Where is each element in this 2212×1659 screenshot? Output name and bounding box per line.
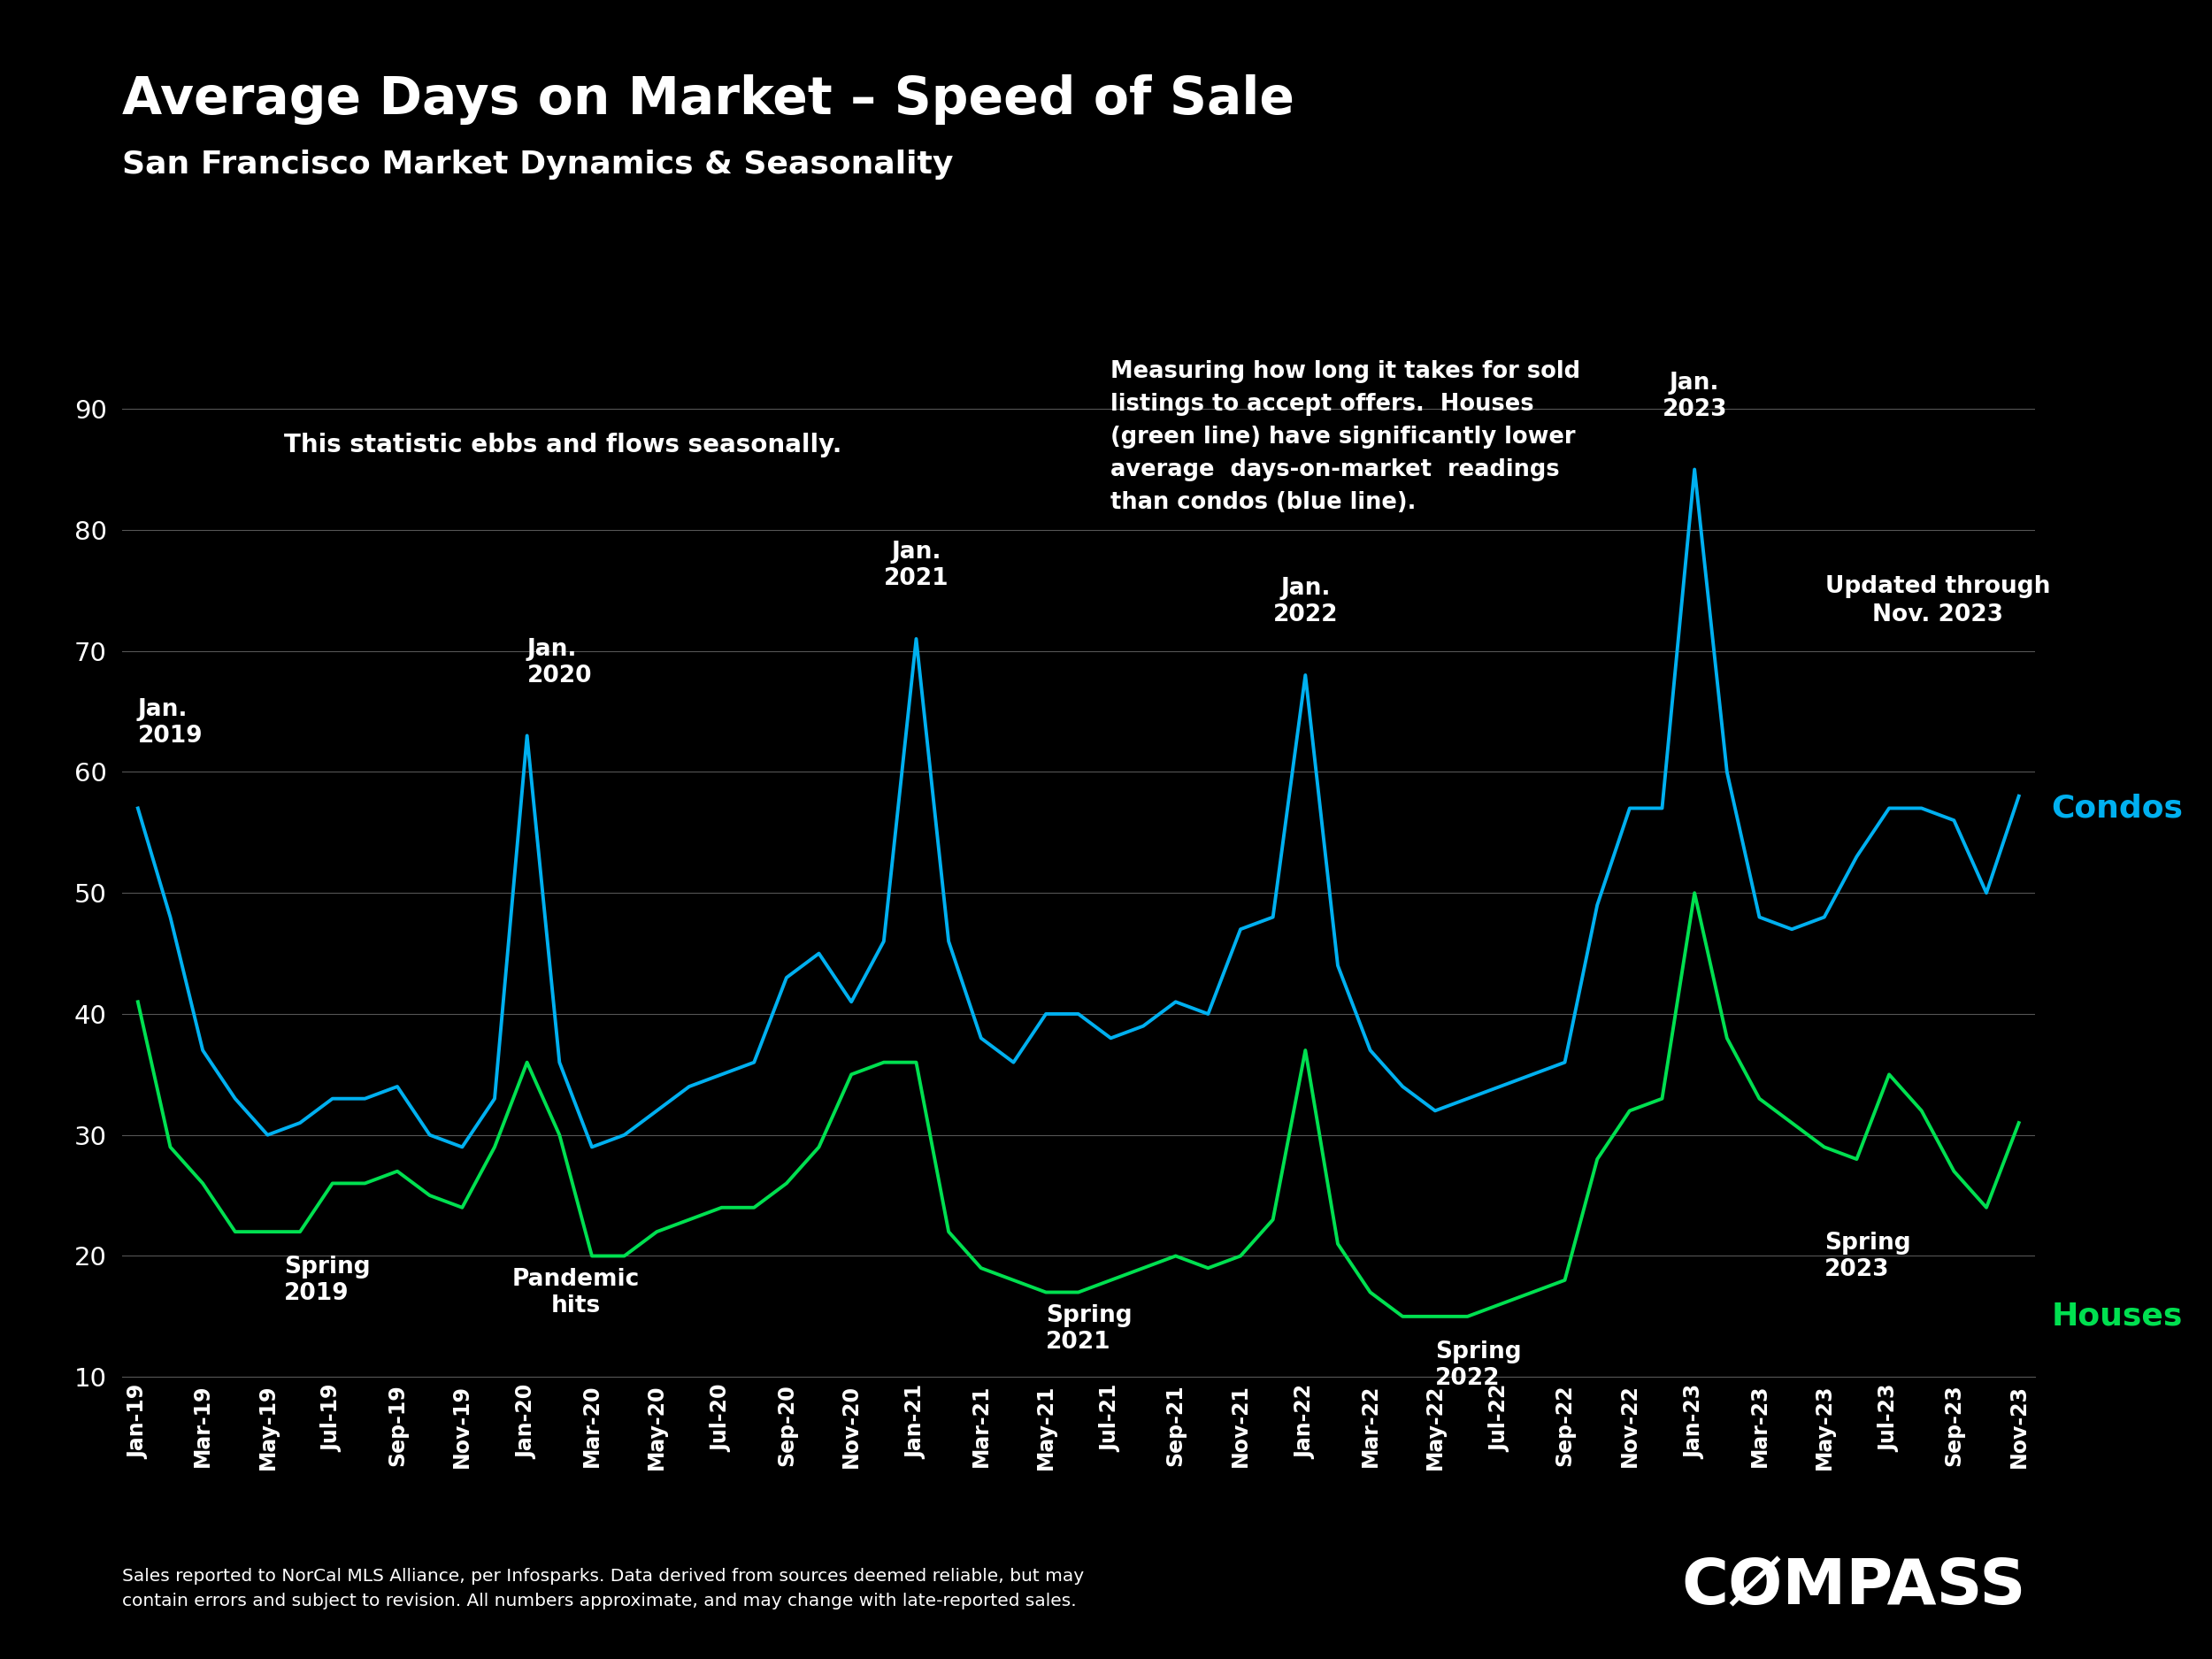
Text: This statistic ebbs and flows seasonally.: This statistic ebbs and flows seasonally… <box>283 433 841 458</box>
Text: Jan.
2023: Jan. 2023 <box>1661 372 1728 421</box>
Text: Updated through
Nov. 2023: Updated through Nov. 2023 <box>1825 576 2051 627</box>
Text: Average Days on Market – Speed of Sale: Average Days on Market – Speed of Sale <box>122 75 1294 124</box>
Text: Houses: Houses <box>2051 1301 2183 1332</box>
Text: Measuring how long it takes for sold
listings to accept offers.  Houses
(green l: Measuring how long it takes for sold lis… <box>1110 360 1582 514</box>
Text: CØMPASS: CØMPASS <box>1681 1556 2026 1618</box>
Text: Condos: Condos <box>2051 793 2183 823</box>
Text: Jan.
2019: Jan. 2019 <box>137 698 204 748</box>
Text: Jan.
2021: Jan. 2021 <box>883 541 949 591</box>
Text: Spring
2022: Spring 2022 <box>1436 1340 1522 1390</box>
Text: Sales reported to NorCal MLS Alliance, per Infosparks. Data derived from sources: Sales reported to NorCal MLS Alliance, p… <box>122 1568 1084 1609</box>
Text: Spring
2023: Spring 2023 <box>1825 1231 1911 1281</box>
Text: Jan.
2020: Jan. 2020 <box>526 637 593 687</box>
Text: Pandemic
hits: Pandemic hits <box>511 1267 639 1317</box>
Text: San Francisco Market Dynamics & Seasonality: San Francisco Market Dynamics & Seasonal… <box>122 149 953 179</box>
Text: Spring
2019: Spring 2019 <box>283 1256 369 1306</box>
Text: Jan.
2022: Jan. 2022 <box>1272 577 1338 627</box>
Text: Spring
2021: Spring 2021 <box>1046 1304 1133 1354</box>
